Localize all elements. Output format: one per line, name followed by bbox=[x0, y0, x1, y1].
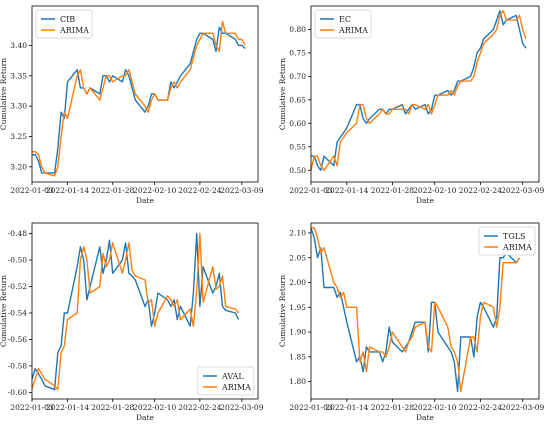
y-axis-label: Cumulative Return bbox=[278, 275, 287, 347]
x-axis-label: Date bbox=[416, 196, 434, 205]
series-line-arima bbox=[32, 20, 246, 177]
x-tick-label: 2022-01-28 bbox=[91, 403, 134, 412]
y-tick-label: -0.48 bbox=[8, 229, 27, 238]
x-tick-label: 2022-02-10 bbox=[133, 186, 176, 195]
x-tick-label: 2022-02-10 bbox=[133, 403, 176, 412]
legend-box bbox=[478, 226, 536, 256]
y-tick-label: 2.00 bbox=[289, 278, 306, 287]
legend-box bbox=[35, 9, 93, 39]
legend-label: ARIMA bbox=[338, 26, 368, 35]
x-tick-label: 2022-02-10 bbox=[413, 403, 456, 412]
y-tick-label: 3.30 bbox=[10, 102, 27, 111]
legend-label: TGLS bbox=[503, 232, 526, 241]
y-tick-label: 3.20 bbox=[10, 162, 27, 171]
legend-label: ARIMA bbox=[221, 383, 251, 392]
axes-frame bbox=[310, 222, 540, 400]
x-tick-label: 2022-03-09 bbox=[501, 403, 544, 412]
x-tick-label: 2022-03-09 bbox=[220, 403, 263, 412]
x-tick-label: 2022-02-10 bbox=[413, 186, 456, 195]
y-tick-label: 0.50 bbox=[289, 166, 306, 175]
y-tick-label: -0.60 bbox=[8, 388, 27, 397]
axes-frame bbox=[310, 5, 540, 183]
y-tick-label: -0.58 bbox=[8, 362, 27, 371]
legend: TGLS ARIMA bbox=[478, 226, 536, 256]
x-axis-label: Date bbox=[136, 196, 154, 205]
y-tick-label: 0.55 bbox=[289, 142, 306, 151]
x-tick-label: 2022-01-28 bbox=[371, 186, 414, 195]
legend-box bbox=[197, 366, 255, 396]
x-tick-label: 2022-01-03 bbox=[10, 186, 53, 195]
y-tick-label: 3.40 bbox=[10, 41, 27, 50]
x-tick-label: 2022-02-24 bbox=[459, 186, 502, 195]
y-tick-label: 1.80 bbox=[289, 377, 306, 386]
series-line-arima bbox=[31, 232, 240, 391]
series-line-arima bbox=[310, 9, 527, 172]
y-tick-label: 1.85 bbox=[289, 352, 306, 361]
y-tick-label: 3.25 bbox=[10, 132, 27, 141]
y-axis-label: Cumulative Return bbox=[0, 58, 8, 130]
y-tick-label: -0.56 bbox=[8, 335, 27, 344]
x-tick-label: 2022-03-09 bbox=[501, 186, 544, 195]
y-tick-label: 0.60 bbox=[289, 119, 306, 128]
series-line-model bbox=[311, 9, 527, 172]
y-tick-label: 1.95 bbox=[289, 303, 306, 312]
y-tick-label: 2.05 bbox=[289, 253, 306, 262]
legend-label: ARIMA bbox=[59, 26, 89, 35]
y-tick-label: 1.90 bbox=[289, 328, 306, 337]
x-tick-label: 2022-01-14 bbox=[46, 403, 89, 412]
y-tick-label: 0.65 bbox=[289, 95, 306, 104]
legend-box bbox=[314, 9, 372, 39]
legend: EC ARIMA bbox=[314, 9, 372, 39]
legend-label: ARIMA bbox=[502, 243, 532, 252]
series-line-model bbox=[32, 26, 246, 174]
y-tick-label: 0.75 bbox=[289, 49, 306, 58]
legend: AVAL ARIMA bbox=[197, 366, 255, 396]
y-tick-label: 2.10 bbox=[289, 229, 306, 238]
x-tick-label: 2022-03-09 bbox=[220, 186, 263, 195]
y-tick-label: 0.70 bbox=[289, 72, 306, 81]
legend: CIB ARIMA bbox=[35, 9, 93, 39]
y-tick-label: -0.50 bbox=[8, 256, 27, 265]
y-axis-label: Cumulative Return bbox=[0, 275, 8, 347]
x-tick-label: 2022-01-14 bbox=[325, 403, 368, 412]
x-axis-label: Date bbox=[136, 413, 154, 422]
x-tick-label: 2022-02-24 bbox=[459, 403, 502, 412]
x-tick-label: 2022-01-28 bbox=[91, 186, 134, 195]
series-line-arima bbox=[311, 227, 521, 393]
y-tick-label: -0.54 bbox=[8, 309, 27, 318]
legend-label: CIB bbox=[60, 15, 75, 24]
x-tick-label: 2022-01-03 bbox=[289, 186, 332, 195]
x-tick-label: 2022-01-14 bbox=[325, 186, 368, 195]
x-tick-label: 2022-01-28 bbox=[371, 403, 414, 412]
x-axis-label: Date bbox=[416, 413, 434, 422]
series-line-model bbox=[310, 227, 521, 393]
axes-frame bbox=[31, 222, 259, 400]
y-tick-label: 3.35 bbox=[10, 71, 27, 80]
legend-label: EC bbox=[339, 15, 351, 24]
x-tick-label: 2022-01-03 bbox=[289, 403, 332, 412]
y-tick-label: 0.80 bbox=[289, 25, 306, 34]
series-line-model bbox=[31, 232, 240, 391]
legend-label: AVAL bbox=[221, 372, 244, 381]
x-tick-label: 2022-02-24 bbox=[178, 186, 221, 195]
x-tick-label: 2022-02-24 bbox=[178, 403, 221, 412]
y-axis-label: Cumulative Return bbox=[278, 58, 287, 130]
x-tick-label: 2022-01-14 bbox=[46, 186, 89, 195]
y-tick-label: -0.52 bbox=[8, 282, 27, 291]
axes-frame bbox=[31, 5, 259, 183]
x-tick-label: 2022-01-03 bbox=[10, 403, 53, 412]
